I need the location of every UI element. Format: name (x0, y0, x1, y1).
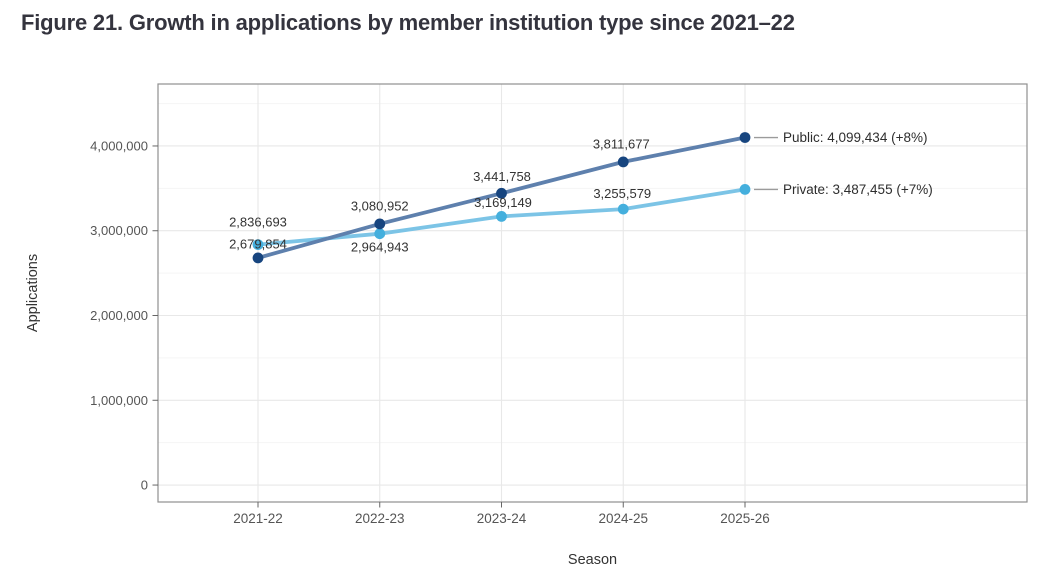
public-end-label: Public: 4,099,434 (+8%) (783, 130, 927, 145)
public-value-label: 3,811,677 (593, 137, 650, 152)
public-point-2024-25 (617, 156, 629, 168)
x-tick-label: 2021-22 (233, 511, 283, 526)
private-point-2024-25 (617, 203, 629, 215)
x-tick-label: 2023-24 (477, 511, 527, 526)
y-tick-label: 1,000,000 (90, 393, 148, 408)
private-end-label: Private: 3,487,455 (+7%) (783, 182, 933, 197)
public-value-label: 3,441,758 (473, 169, 531, 184)
y-tick-label: 3,000,000 (90, 223, 148, 238)
y-tick-label: 4,000,000 (90, 138, 148, 153)
public-point-2022-23 (374, 218, 386, 230)
private-value-label: 3,255,579 (593, 186, 651, 201)
x-tick-label: 2022-23 (355, 511, 405, 526)
public-point-2023-24 (496, 187, 507, 199)
private-point-2023-24 (496, 211, 507, 222)
private-value-label: 2,964,943 (351, 239, 409, 254)
panel-border (157, 83, 1028, 503)
y-tick-label: 2,000,000 (90, 308, 148, 323)
public-value-label: 3,080,952 (351, 199, 409, 214)
private-value-label: 3,169,149 (474, 195, 532, 210)
private-point-2025-26 (739, 184, 751, 195)
plot-panel (158, 84, 1027, 502)
public-point-2025-26 (739, 132, 751, 143)
private-value-label: 2,836,693 (229, 214, 287, 229)
y-axis-title: Applications (25, 254, 41, 332)
private-point-2022-23 (374, 228, 386, 240)
public-point-2021-22 (252, 252, 264, 264)
x-tick-label: 2024-25 (598, 511, 648, 526)
public-value-label: 2,679,854 (229, 237, 287, 252)
x-axis-title: Season (568, 552, 617, 568)
private-point-2021-22 (252, 239, 264, 251)
figure-title: Figure 21. Growth in applications by mem… (21, 10, 795, 35)
x-tick-label: 2025-26 (720, 511, 770, 526)
y-tick-label: 0 (141, 478, 148, 493)
